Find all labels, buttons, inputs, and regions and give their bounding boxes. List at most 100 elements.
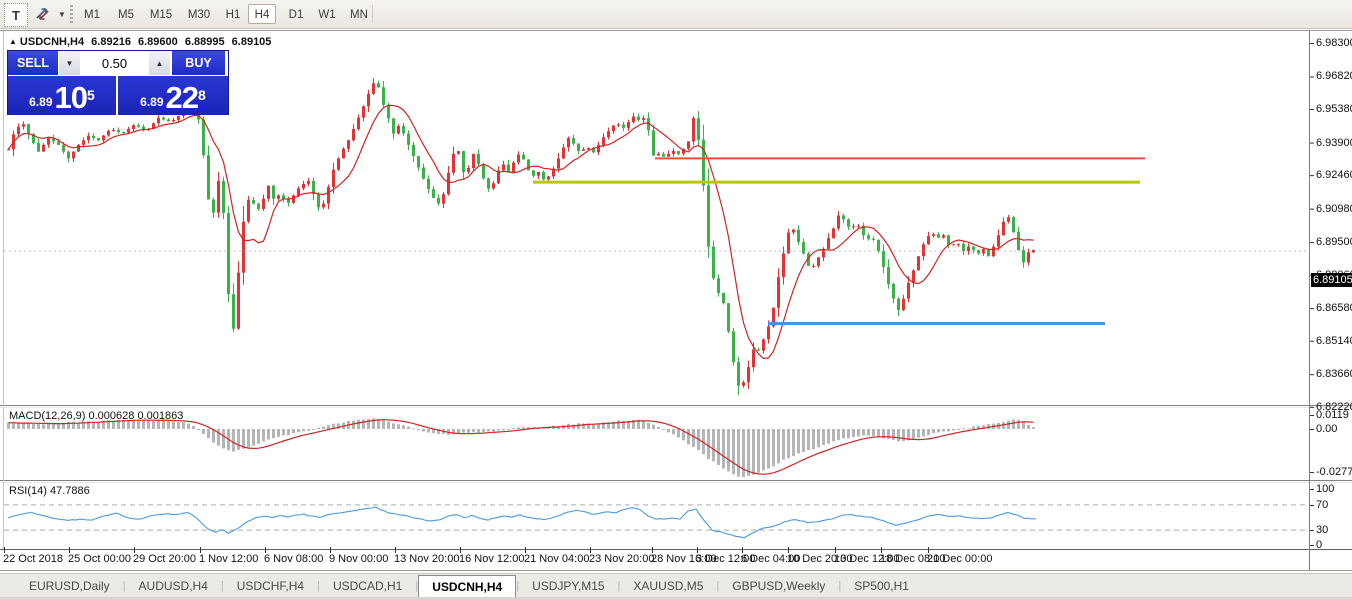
rsi-value: 47.7886 [49, 485, 90, 497]
double-arrow-icon [36, 8, 49, 20]
price-tick-label: 6.83660 [1316, 368, 1352, 381]
symbol-label: USDCNH,H4 [19, 36, 85, 48]
chart-tab-usdcnh[interactable]: USDCNH,H4 [418, 575, 517, 597]
sell-price-quote[interactable]: 6.89 10 5 [8, 76, 118, 115]
date-tick-label: 13 Nov 20:00 [394, 553, 460, 565]
macd-tick-label: -0.027754 [1316, 466, 1352, 478]
chart-tab-usdjpy[interactable]: USDJPY,M15 [532, 578, 605, 593]
price-tick-label: 6.90980 [1316, 202, 1352, 215]
chart-tab-gbpusd[interactable]: GBPUSD,Weekly [732, 578, 826, 593]
timeframe-button-w1[interactable]: W1 [318, 9, 336, 21]
date-tick-label: 6 Nov 08:00 [264, 553, 324, 565]
tab-separator: | [415, 579, 419, 592]
one-click-trade-panel: SELL ▼ ▲ BUY 6.89 10 5 6.89 22 8 [7, 50, 229, 115]
rsi-tick-label: 0 [1316, 539, 1323, 551]
date-tick-label: 25 Oct 00:00 [68, 553, 131, 565]
rsi-tick-label: 100 [1316, 483, 1335, 495]
date-tick-label: 10 Dec 20:00 [787, 553, 853, 565]
chart-tab-xauusd[interactable]: XAUUSD,M5 [633, 578, 704, 593]
price-tick-label: 6.92460 [1316, 169, 1352, 182]
date-tick-label: 6 Dec 04:00 [741, 553, 801, 565]
macd-label: MACD(12,26,9) 0.000628 0.001863 [9, 410, 184, 422]
chart-tab-usdcad[interactable]: USDCAD,H1 [332, 578, 403, 593]
date-tick-label: 3 Dec 12:00 [696, 553, 756, 565]
timeframe-button-m1[interactable]: M1 [84, 9, 100, 21]
macd-tick-label: 0.0119 [1316, 409, 1349, 421]
date-tick-label: 16 Nov 12:00 [459, 553, 525, 565]
chart-tab-audusd[interactable]: AUDUSD,H4 [138, 578, 208, 593]
chart-title: ▲ USDCNH,H4 6.89216 6.89600 6.88995 6.891… [9, 36, 275, 48]
chart-tab-bar: EURUSD,Daily | AUDUSD,H4 | USDCHF,H4 | USDCAD,… [0, 573, 1352, 597]
price-tick-label: 6.93900 [1316, 136, 1352, 149]
timeframe-button-m5[interactable]: M5 [118, 9, 134, 21]
collapse-marker-icon[interactable]: ▲ [9, 37, 17, 46]
sell-price-big: 10 [54, 80, 88, 115]
timeframe-button-m15[interactable]: M15 [149, 9, 173, 21]
price-tick-label: 6.89500 [1316, 236, 1352, 249]
price-tick-label: 6.86580 [1316, 302, 1352, 315]
rsi-label: RSI(14) 47.7886 [9, 485, 90, 497]
ohlc-close: 6.89105 [231, 36, 272, 48]
window-bottom-strip [0, 597, 1352, 599]
text-tool-button[interactable]: T [4, 3, 28, 27]
chart-tab-eurusd[interactable]: EURUSD,Daily [29, 578, 110, 593]
price-tick-label: 6.82220 [1316, 400, 1352, 413]
tab-separator: | [122, 579, 126, 592]
timeframe-button-d1[interactable]: D1 [288, 9, 304, 21]
toolbar-separator [372, 5, 373, 23]
price-tick-label: 6.95380 [1316, 103, 1352, 116]
toolbar-grip[interactable] [70, 5, 73, 23]
ohlc-open: 6.89216 [91, 36, 131, 48]
date-tick-label: 23 Nov 20:00 [589, 553, 655, 565]
current-price-badge: 6.89105 [1311, 273, 1352, 288]
sell-button[interactable]: SELL [8, 51, 59, 75]
date-tick-label: 29 Oct 20:00 [133, 553, 196, 565]
date-tick-label: 13 Dec 12:00 [834, 553, 900, 565]
arrows-tool-icon[interactable] [31, 3, 55, 25]
tab-separator: | [716, 579, 720, 592]
tab-separator: | [317, 579, 320, 592]
chart-canvas[interactable] [0, 29, 1352, 571]
date-tick-label: 21 Dec 00:00 [927, 553, 993, 565]
macd-main-value: 0.000628 [88, 410, 135, 422]
buy-price-big: 22 [165, 80, 199, 115]
date-tick-label: 22 Oct 2018 [3, 553, 63, 565]
rsi-tick-label: 30 [1316, 524, 1329, 536]
timeframe-button-h4[interactable]: H4 [248, 4, 276, 24]
timeframe-button-h1[interactable]: H1 [225, 9, 241, 21]
tab-separator: | [220, 579, 224, 592]
buy-button[interactable]: BUY [171, 51, 225, 75]
sell-price-prefix: 6.89 [29, 95, 53, 109]
price-tick-label: 6.85140 [1316, 334, 1352, 347]
buy-price-quote[interactable]: 6.89 22 8 [118, 76, 228, 115]
timeframe-button-mn[interactable]: MN [350, 9, 368, 21]
rsi-tick-label: 70 [1316, 499, 1329, 511]
tab-separator: | [617, 579, 621, 592]
tab-separator: | [838, 579, 842, 592]
date-tick-label: 28 Nov 16:00 [651, 553, 717, 565]
price-tick-label: 6.98300 [1316, 37, 1352, 49]
volume-input[interactable] [81, 51, 149, 75]
chart-window[interactable]: ▲ USDCNH,H4 6.89216 6.89600 6.88995 6.891… [0, 29, 1352, 571]
toolbar: T ▼ M1 M5 M15 M30 H1 H4 D1 W1 MN [0, 0, 1352, 29]
timeframe-button-m30[interactable]: M30 [187, 9, 211, 21]
date-tick-label: 18 Dec 08:00 [880, 553, 946, 565]
ohlc-low: 6.88995 [184, 36, 225, 48]
chart-tab-sp500[interactable]: SP500,H1 [854, 578, 909, 593]
chart-tab-usdchf[interactable]: USDCHF,H4 [236, 578, 305, 593]
volume-increase-button[interactable]: ▲ [149, 51, 171, 75]
buy-price-prefix: 6.89 [140, 95, 164, 109]
date-tick-label: 9 Nov 00:00 [329, 553, 389, 565]
ohlc-high: 6.89600 [138, 36, 178, 48]
volume-decrease-button[interactable]: ▼ [59, 51, 81, 75]
tab-separator: | [516, 579, 520, 592]
macd-tick-label: 0.00 [1316, 423, 1338, 435]
macd-signal-value: 0.001863 [137, 410, 184, 422]
date-tick-label: 21 Nov 04:00 [524, 553, 590, 565]
sell-price-sup: 5 [87, 87, 95, 103]
arrows-tool-dropdown-caret[interactable]: ▼ [58, 9, 66, 19]
date-tick-label: 1 Nov 12:00 [199, 553, 259, 565]
price-tick-label: 6.96820 [1316, 70, 1352, 83]
buy-price-sup: 8 [198, 87, 206, 103]
